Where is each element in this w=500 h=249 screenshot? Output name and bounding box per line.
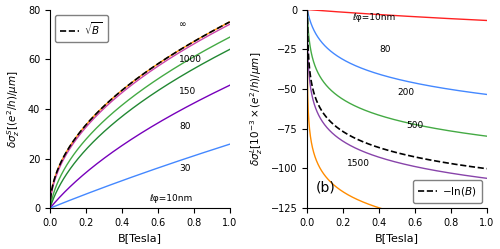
Y-axis label: $\delta\sigma_z^S[(e^2/h)/\mu m]$: $\delta\sigma_z^S[(e^2/h)/\mu m]$ — [6, 70, 22, 148]
Text: (b): (b) — [316, 180, 336, 194]
Legend: $\sqrt{B}$: $\sqrt{B}$ — [55, 15, 108, 42]
X-axis label: B[Tesla]: B[Tesla] — [375, 234, 419, 244]
Text: 80: 80 — [379, 45, 390, 54]
Text: 150: 150 — [180, 87, 196, 96]
Text: 500: 500 — [406, 121, 423, 130]
Legend: $-\ln(B)$: $-\ln(B)$ — [413, 180, 482, 203]
Text: 30: 30 — [180, 164, 191, 173]
X-axis label: B[Tesla]: B[Tesla] — [118, 234, 162, 244]
Y-axis label: $\delta\sigma_z^L[10^{-3}\times(e^2/h)/\mu m]$: $\delta\sigma_z^L[10^{-3}\times(e^2/h)/\… — [248, 52, 265, 166]
Text: 200: 200 — [397, 88, 414, 97]
Text: ℓφ=10nm: ℓφ=10nm — [149, 194, 192, 203]
Text: (a): (a) — [62, 19, 82, 33]
Text: ∞: ∞ — [180, 20, 187, 29]
Text: 1500: 1500 — [346, 159, 370, 168]
Text: ℓφ=10nm: ℓφ=10nm — [352, 13, 396, 22]
Text: 1000: 1000 — [180, 55, 203, 64]
Text: 80: 80 — [180, 122, 191, 131]
